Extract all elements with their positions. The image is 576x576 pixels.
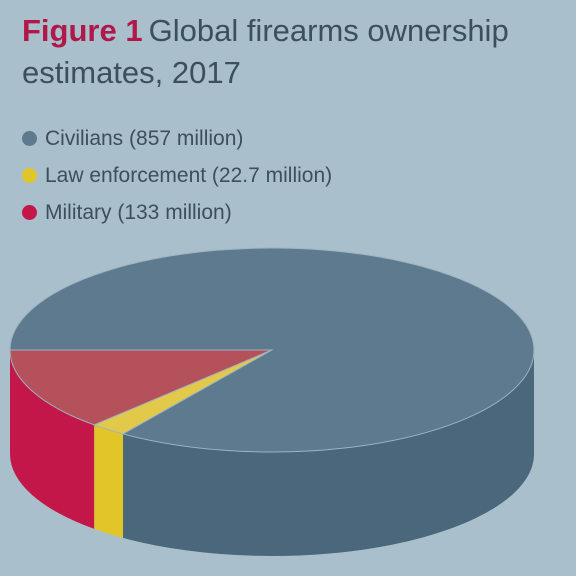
legend-item-civilians: Civilians (857 million) — [22, 120, 332, 157]
pie-side-law-enforcement — [94, 424, 124, 538]
figure-label: Figure 1 — [22, 13, 143, 48]
legend-dot-civilians — [22, 131, 37, 146]
pie-side-military — [10, 350, 95, 529]
title-text: Global firearms ownership estimates, 201… — [22, 13, 509, 90]
chart-title: Figure 1 Global firearms ownership estima… — [22, 10, 562, 94]
legend-dot-law-enforcement — [22, 168, 37, 183]
pie-slice-military — [9, 349, 273, 426]
legend-item-military: Military (133 million) — [22, 194, 332, 231]
legend-label-civilians: Civilians (857 million) — [45, 126, 244, 150]
legend-dot-military — [22, 205, 37, 220]
legend-item-law-enforcement: Law enforcement (22.7 million) — [22, 157, 332, 194]
pie-slice-civilians — [9, 247, 535, 453]
legend-label-military: Military (133 million) — [45, 200, 232, 224]
legend: Civilians (857 million) Law enforcement … — [22, 120, 332, 231]
pie-side-civilians — [123, 350, 534, 556]
legend-label-law-enforcement: Law enforcement (22.7 million) — [45, 163, 333, 187]
